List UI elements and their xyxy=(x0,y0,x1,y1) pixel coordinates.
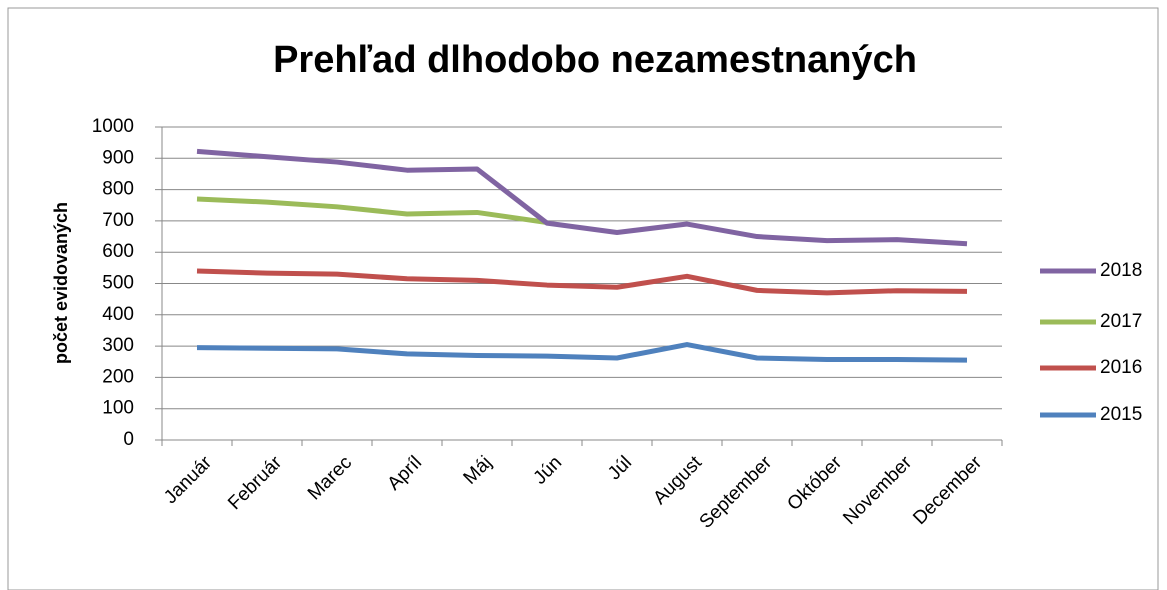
y-tick-label: 600 xyxy=(102,241,134,262)
legend-label: 2018 xyxy=(1100,260,1142,281)
x-tick-label: December xyxy=(909,452,986,529)
x-tick-label: Marec xyxy=(304,452,356,504)
x-tick-label: Júl xyxy=(604,452,636,484)
y-axis-label: počet evidovaných xyxy=(51,202,71,364)
y-tick-label: 400 xyxy=(102,304,134,325)
x-tick-label: Február xyxy=(224,452,286,514)
x-tick-label: Máj xyxy=(460,452,497,489)
x-tick-label: Október xyxy=(783,452,846,515)
chart-frame xyxy=(7,7,1159,590)
series-line xyxy=(196,148,968,247)
y-tick-label: 500 xyxy=(102,273,134,294)
x-tick-label: Január xyxy=(160,452,216,508)
legend-label: 2016 xyxy=(1100,357,1142,378)
chart-title: Prehľad dlhodobo nezamestnaných xyxy=(273,39,917,81)
legend-label: 2015 xyxy=(1100,404,1142,425)
x-tick-label: Jún xyxy=(530,452,567,489)
x-tick-label: November xyxy=(839,452,916,529)
y-tick-label: 1000 xyxy=(92,116,134,137)
y-tick-label: 100 xyxy=(102,398,134,419)
y-tick-label: 800 xyxy=(102,179,134,200)
x-tick-label: August xyxy=(649,452,706,509)
y-tick-label: 300 xyxy=(102,335,134,356)
x-tick-label: Apríl xyxy=(384,452,426,494)
y-tick-label: 200 xyxy=(102,366,134,387)
series-line xyxy=(196,268,968,296)
y-tick-label: 900 xyxy=(102,147,134,168)
legend-label: 2017 xyxy=(1100,311,1142,332)
series-line xyxy=(196,196,548,225)
x-tick-label: September xyxy=(696,452,777,533)
y-tick-label: 700 xyxy=(102,210,134,231)
y-tick-label: 0 xyxy=(123,429,134,450)
series-line xyxy=(196,342,968,363)
